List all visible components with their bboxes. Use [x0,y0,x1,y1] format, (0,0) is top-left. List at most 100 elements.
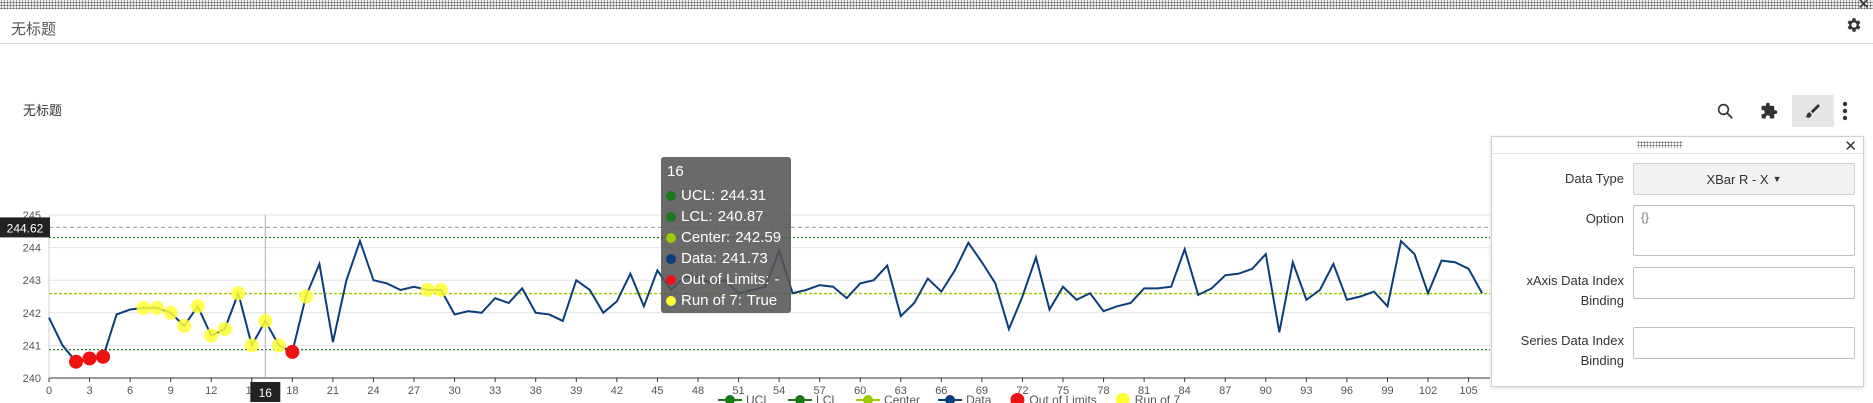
x-tick-label: 36 [530,385,542,397]
tooltip-row: Out of Limits: - [666,269,786,290]
tooltip-value: 242.59 [735,229,782,246]
data-markers [69,282,449,369]
run-of-7-point [244,338,259,353]
tooltip-value: True [746,292,778,309]
y-tick-label: 240 [23,373,41,385]
run-of-7-point [204,328,219,343]
style-button[interactable] [1792,95,1834,127]
tooltip-label: Center: [681,229,731,246]
run-of-7-point [434,282,449,297]
puzzle-icon [1761,102,1778,119]
out-of-limits-point [96,349,111,364]
legend-label: Out of Limits [1029,393,1096,403]
x-tick-label: 45 [651,385,663,397]
chart-title: 无标题 [23,103,63,118]
x-tick-label: 39 [570,385,582,397]
properties-panel: ✕ Data Type XBar R - X ▼ Option {} xAxis… [1491,136,1864,387]
x-tick-label: 3 [86,385,92,397]
panel-divider [1492,153,1863,154]
tooltip-swatch [666,211,676,222]
x-tick-label: 75 [1057,385,1069,397]
tooltip-row: Run of 7: True [666,290,786,311]
legend-label: LCL [816,393,838,403]
chart-axes: 2402412422432442450369121518212427303336… [23,210,1478,397]
series-binding-label: Series Data Index Binding [1454,331,1624,371]
tooltip-label: Out of Limits: [681,271,770,288]
x-tick-label: 81 [1138,385,1150,397]
x-tick-label: 93 [1300,385,1312,397]
x-tick-label: 99 [1381,385,1393,397]
x-tick-label: 87 [1219,385,1231,397]
run-of-7-point [420,282,435,297]
run-of-7-point [298,289,313,304]
x-tick-label: 18 [286,385,298,397]
legend-swatch [1115,393,1130,403]
tooltip-row: Data: 241.73 [666,248,786,269]
panel-drag-handle[interactable] [1637,141,1683,148]
xaxis-binding-input[interactable] [1633,267,1855,299]
tooltip-row: LCL: 240.87 [666,206,786,227]
crosshair: 244.62 16 [0,215,1490,402]
caret-down-icon: ▼ [1772,174,1782,184]
x-tick-label: 78 [1097,385,1109,397]
search-icon [1717,103,1733,119]
run-of-7-point [231,286,246,301]
run-of-7-point [163,305,178,320]
more-vertical-icon [1842,101,1848,121]
data-type-value: XBar R - X [1706,171,1769,187]
x-tick-label: 27 [408,385,420,397]
x-tick-label: 63 [895,385,907,397]
series-binding-input[interactable] [1633,327,1855,359]
more-button[interactable] [1830,95,1860,127]
search-button[interactable] [1704,95,1746,127]
window-drag-handle[interactable] [0,0,1873,9]
legend-label: Center [884,393,920,403]
gear-icon[interactable] [1845,16,1863,34]
crosshair-x-badge [250,382,281,402]
x-tick-label: 51 [732,385,744,397]
tooltip-row: Center: 242.59 [666,227,786,248]
x-tick-label: 66 [935,385,947,397]
window-close-icon[interactable]: ✕ [1857,0,1870,13]
data-type-select[interactable]: XBar R - X ▼ [1633,163,1855,195]
tooltip-title: 16 [667,163,684,180]
x-tick-label: 6 [127,385,133,397]
legend-swatch [795,395,806,403]
out-of-limits-point [285,344,300,359]
panel-close-icon[interactable]: ✕ [1844,138,1857,155]
crosshair-y-label: 244.62 [7,221,44,235]
xaxis-binding-label-line1: xAxis Data Index [1526,273,1624,288]
x-tick-label: 9 [168,385,174,397]
legend-swatch [863,395,874,403]
legend-swatch [945,395,956,403]
tooltip-swatch [666,274,676,285]
run-of-7-point [136,300,151,315]
brush-icon [1805,104,1820,118]
x-tick-label: 96 [1341,385,1353,397]
legend-label: UCL [746,393,770,403]
tooltip-value: 240.87 [717,208,764,225]
crosshair-x-label: 16 [259,386,273,400]
crosshair-y-badge [0,217,50,238]
x-tick-label: 102 [1419,385,1437,397]
x-tick-label: 0 [46,385,52,397]
tooltip-swatch [666,232,676,243]
option-textarea[interactable]: {} [1633,205,1855,256]
tooltip-label: LCL: [681,208,713,225]
tooltip-swatch [666,190,676,201]
title-bar: 无标题 [0,9,1873,44]
x-tick-label: 21 [327,385,339,397]
legend-swatch [725,395,735,403]
run-of-7-point [217,322,232,337]
plugin-button[interactable] [1748,95,1790,127]
tooltip-label: Data: [681,250,717,267]
x-tick-label: 57 [814,385,826,397]
tooltip-swatch [666,253,676,264]
tooltip-value: 241.73 [721,250,768,267]
out-of-limits-point [82,351,97,366]
x-tick-label: 24 [367,385,379,397]
window-title: 无标题 [11,21,57,38]
x-tick-label: 54 [773,385,785,397]
data-tooltip: 16 UCL: 244.31 LCL: 240.87 Center: 242.59 Data… [661,157,791,313]
run-of-7-point [190,299,205,314]
